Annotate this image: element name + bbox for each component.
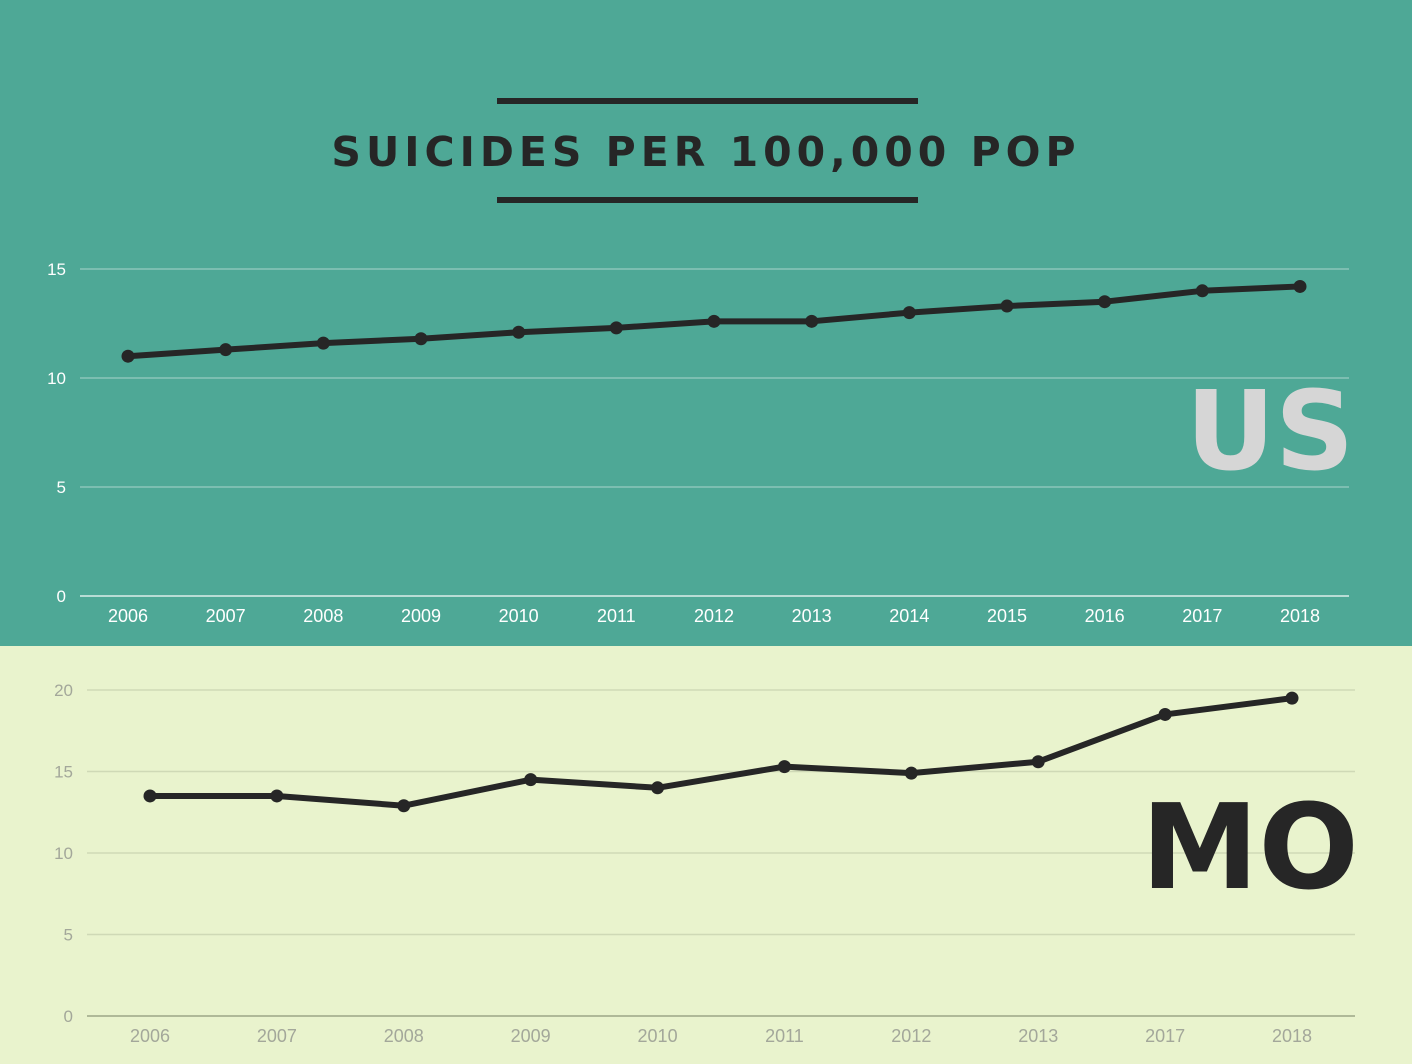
us-data-point-2008 xyxy=(316,336,330,350)
us-x-tick-label: 2010 xyxy=(499,606,539,626)
mo-x-tick-label: 2017 xyxy=(1145,1026,1185,1046)
mo-x-tick-label: 2012 xyxy=(891,1026,931,1046)
us-data-point-2007 xyxy=(219,343,233,357)
us-data-point-2013 xyxy=(805,314,819,328)
us-x-tick-label: 2008 xyxy=(303,606,343,626)
title-rule-bottom xyxy=(497,197,918,203)
mo-data-point-2011 xyxy=(777,760,791,774)
mo-chart: 0 5 10 15 20 2006 2007 2008 2009 2010 2011 2012 2013… xyxy=(54,681,1359,1046)
title-block: SUICIDES PER 100,000 POP xyxy=(0,0,1412,220)
mo-x-tick-label: 2011 xyxy=(765,1026,804,1046)
us-data-point-2015 xyxy=(1000,299,1014,313)
us-x-tick-label: 2007 xyxy=(206,606,246,626)
us-x-tick-label: 2013 xyxy=(792,606,832,626)
mo-x-tick-label: 2018 xyxy=(1272,1026,1312,1046)
us-series-label: US xyxy=(1186,367,1355,495)
us-x-tick-label: 2016 xyxy=(1085,606,1125,626)
mo-y-tick-label: 20 xyxy=(54,681,73,700)
us-x-tick-label: 2015 xyxy=(987,606,1027,626)
mo-y-tick-label: 0 xyxy=(64,1007,73,1026)
us-data-point-2014 xyxy=(902,306,916,320)
mo-y-tick-label: 10 xyxy=(54,844,73,863)
mo-data-point-2008 xyxy=(397,799,411,813)
mo-series-line xyxy=(147,695,1295,809)
us-x-tick-label: 2017 xyxy=(1182,606,1222,626)
mo-x-tick-label: 2006 xyxy=(130,1026,170,1046)
mo-series-label: MO xyxy=(1141,778,1359,916)
us-data-point-2012 xyxy=(707,314,721,328)
mo-y-tick-label: 15 xyxy=(54,763,73,782)
us-y-tick-label: 0 xyxy=(57,587,66,606)
mo-data-point-2006 xyxy=(143,789,157,803)
us-data-point-2017 xyxy=(1195,284,1209,298)
mo-data-point-2010 xyxy=(651,781,665,795)
us-data-point-2018 xyxy=(1293,279,1307,293)
mo-x-tick-label: 2010 xyxy=(638,1026,678,1046)
us-data-point-2016 xyxy=(1098,295,1112,309)
mo-x-tick-label: 2013 xyxy=(1018,1026,1058,1046)
mo-x-tick-label: 2009 xyxy=(511,1026,551,1046)
us-x-tick-label: 2011 xyxy=(597,606,636,626)
us-data-point-2009 xyxy=(414,332,428,346)
us-y-tick-label: 5 xyxy=(57,478,66,497)
mo-y-tick-label: 5 xyxy=(64,926,73,945)
mo-data-point-2012 xyxy=(904,766,918,780)
mo-data-point-2007 xyxy=(270,789,284,803)
us-y-tick-label: 15 xyxy=(47,260,66,279)
mo-data-point-2009 xyxy=(524,773,538,787)
mo-data-point-2013 xyxy=(1031,755,1045,769)
us-chart: 0 5 10 15 2006 2007 2008 2009 2010 2011 2012 2013 20… xyxy=(47,260,1354,626)
us-data-point-2011 xyxy=(609,321,623,335)
mo-x-tick-label: 2008 xyxy=(384,1026,424,1046)
mo-data-point-2017 xyxy=(1158,707,1172,721)
title-rule-top xyxy=(497,98,918,104)
us-x-tick-label: 2014 xyxy=(889,606,929,626)
us-y-tick-label: 10 xyxy=(47,369,66,388)
mo-x-tick-label: 2007 xyxy=(257,1026,297,1046)
us-x-tick-label: 2018 xyxy=(1280,606,1320,626)
us-x-tick-label: 2006 xyxy=(108,606,148,626)
us-x-tick-label: 2009 xyxy=(401,606,441,626)
us-data-point-2006 xyxy=(121,349,135,363)
us-x-tick-label: 2012 xyxy=(694,606,734,626)
mo-data-point-2018 xyxy=(1285,691,1299,705)
chart-title: SUICIDES PER 100,000 POP xyxy=(331,128,1081,176)
us-data-point-2010 xyxy=(512,325,526,339)
